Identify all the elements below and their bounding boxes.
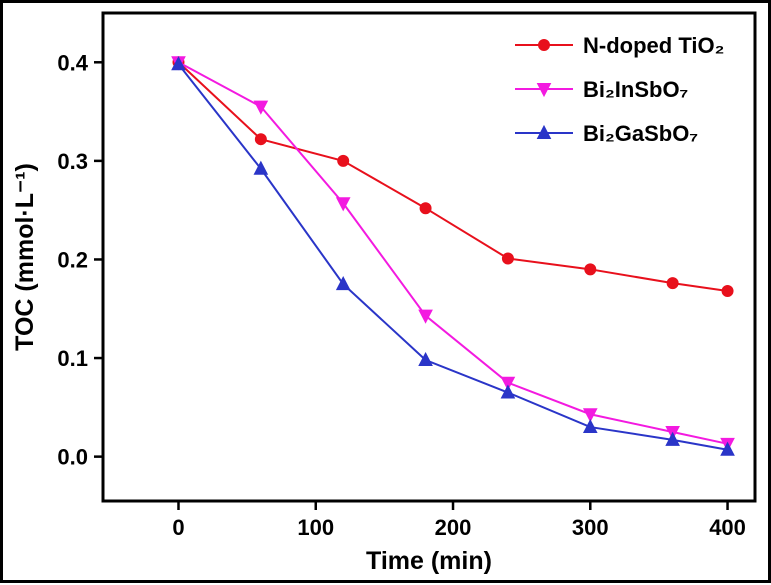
- series-marker: [419, 202, 432, 215]
- toc-chart: 0 100 200 300 400 0.0 0.1 0.2 0.3 0.4 Time (min) TO…: [11, 11, 757, 575]
- legend-item-2: Bi₂GaSbO₇: [515, 121, 698, 146]
- series-marker: [665, 431, 680, 446]
- legend-item-1: Bi₂InSbO₇: [515, 77, 688, 102]
- legend-label: Bi₂InSbO₇: [583, 77, 688, 102]
- plot-border: [101, 11, 757, 503]
- legend-label: N-doped TiO₂: [583, 33, 724, 58]
- series-marker: [536, 124, 552, 139]
- series-marker: [538, 39, 550, 51]
- legend-item-0: N-doped TiO₂: [515, 33, 724, 58]
- y-tick-label: 0.0: [57, 445, 88, 470]
- series-2: [171, 56, 735, 456]
- series-marker: [418, 309, 433, 324]
- y-tick-label: 0.1: [57, 346, 88, 371]
- series-marker: [500, 376, 516, 391]
- x-axis-label: Time (min): [366, 547, 492, 575]
- series-marker: [720, 441, 735, 456]
- x-tick-label: 200: [435, 515, 472, 540]
- legend-label: Bi₂GaSbO₇: [583, 121, 698, 146]
- x-tick-label: 100: [297, 515, 334, 540]
- y-tick-label: 0.2: [57, 247, 88, 272]
- series-marker: [335, 197, 351, 212]
- series-marker: [536, 83, 552, 98]
- series-marker: [584, 263, 597, 276]
- series-marker: [666, 277, 679, 290]
- x-tick-label: 0: [172, 515, 184, 540]
- x-tick-label: 300: [572, 515, 609, 540]
- series-1: [171, 56, 735, 452]
- series-marker: [171, 56, 186, 71]
- series-marker: [582, 418, 598, 434]
- y-tick-label: 0.4: [57, 50, 88, 75]
- series-marker: [254, 133, 267, 146]
- series-marker: [501, 252, 514, 265]
- series-line-0: [177, 61, 728, 293]
- series-marker: [253, 160, 269, 175]
- series-marker: [500, 384, 516, 399]
- x-tick-label: 400: [709, 515, 746, 540]
- y-tick-label: 0.3: [57, 149, 88, 174]
- series-marker: [253, 100, 269, 115]
- series-marker: [418, 351, 433, 367]
- series-marker: [337, 154, 350, 167]
- y-axis-label: TOC (mmol·L⁻¹): [11, 163, 39, 351]
- series-marker: [582, 408, 598, 423]
- series-line-1: [178, 61, 728, 445]
- series-line-2: [177, 63, 728, 451]
- series-marker: [335, 276, 351, 291]
- series-marker: [721, 285, 734, 298]
